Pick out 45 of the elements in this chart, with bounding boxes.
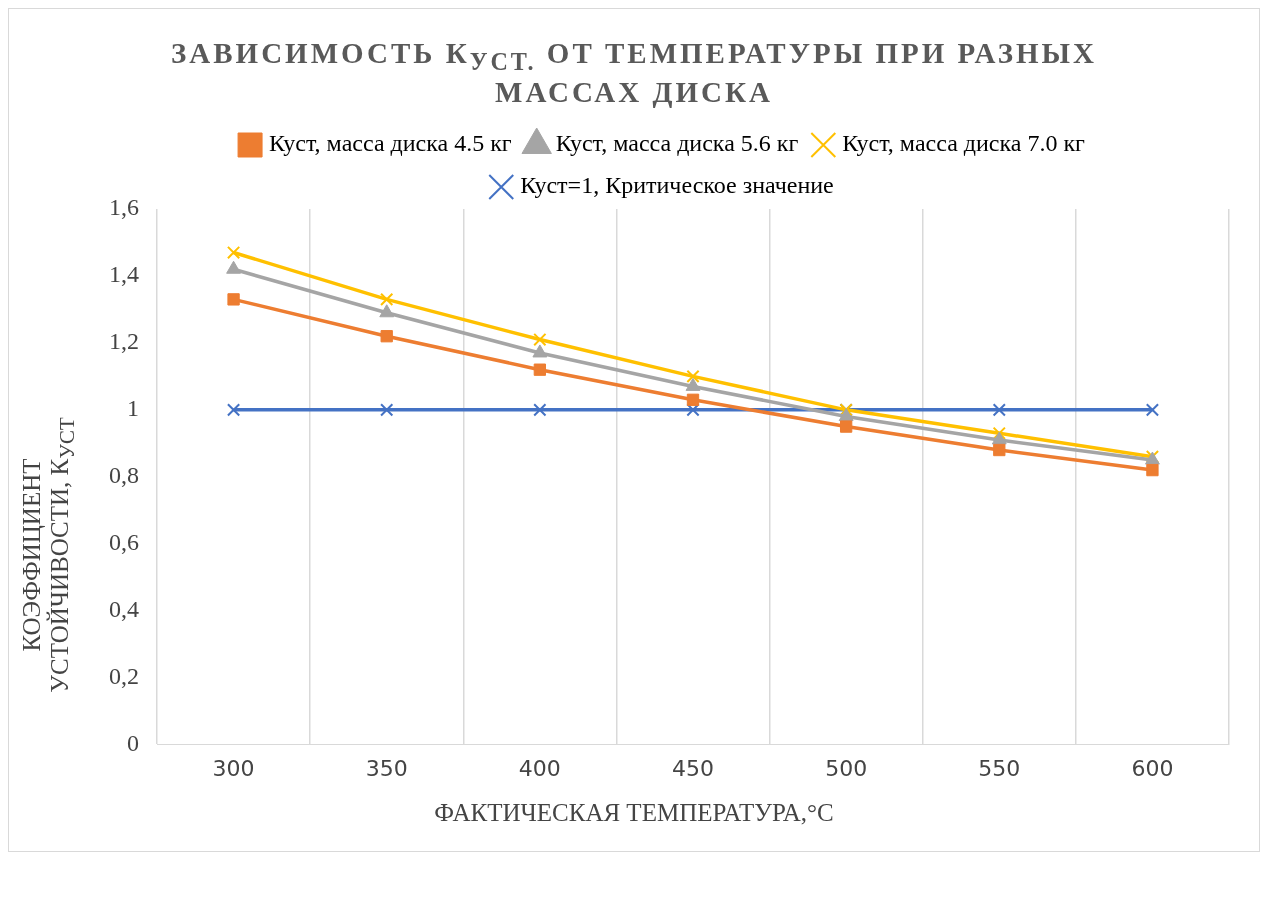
point	[379, 304, 395, 318]
point	[380, 329, 393, 343]
y-tick-label: 1,6	[109, 194, 139, 221]
point	[992, 426, 1006, 440]
y-tick-label: 0,6	[109, 528, 139, 555]
point	[991, 431, 1007, 445]
x-axis-title: ФАКТИЧЕСКАЯ ТЕМПЕРАТУРА,°C	[433, 797, 835, 828]
point	[380, 292, 394, 306]
point	[686, 393, 700, 406]
y-tick-label: 1,2	[109, 327, 139, 354]
chart-title: ЗАВИСИМОСТЬ К$_{УСТ.}$ ОТ ТЕМПЕРАТУРЫ ПРИ РАЗНЫХ МАССАХ ДИСКА	[170, 36, 1098, 110]
point	[226, 260, 241, 274]
point	[227, 293, 240, 306]
point	[839, 420, 853, 433]
legend-label: Куст, масса диска 5.6 кг	[555, 130, 799, 157]
point	[533, 363, 547, 376]
point	[993, 443, 1006, 456]
x-tick-label: 300	[212, 755, 255, 781]
x-tick-label: 600	[1131, 755, 1174, 781]
y-tick-label: 0,8	[109, 461, 139, 488]
point	[686, 369, 700, 383]
y-tick-label: 0,4	[109, 595, 139, 622]
point	[226, 402, 241, 417]
point	[1146, 463, 1159, 477]
x-tick-label: 400	[518, 755, 561, 781]
y-tick-label: 0	[127, 729, 139, 756]
y-tick-label: 1,4	[109, 261, 139, 288]
point	[685, 377, 701, 391]
x-tick-label: 550	[978, 755, 1021, 781]
legend-label: Куст=1, Критическое значение	[520, 172, 834, 199]
point	[533, 402, 547, 417]
point	[532, 344, 548, 358]
point	[533, 332, 547, 347]
y-tick-label: 1	[127, 394, 139, 421]
x-tick-label: 350	[365, 755, 408, 781]
legend-label: Куст, масса диска 7.0 кг	[842, 130, 1086, 157]
point	[226, 245, 241, 259]
point	[380, 402, 394, 417]
x-tick-label: 500	[825, 755, 868, 781]
point	[992, 402, 1006, 417]
legend-label: Куст, масса диска 4.5 кг	[269, 130, 512, 157]
x-tick-label: 450	[672, 755, 714, 781]
point	[838, 407, 854, 421]
y-tick-label: 0,2	[109, 662, 139, 689]
point	[1145, 402, 1160, 417]
